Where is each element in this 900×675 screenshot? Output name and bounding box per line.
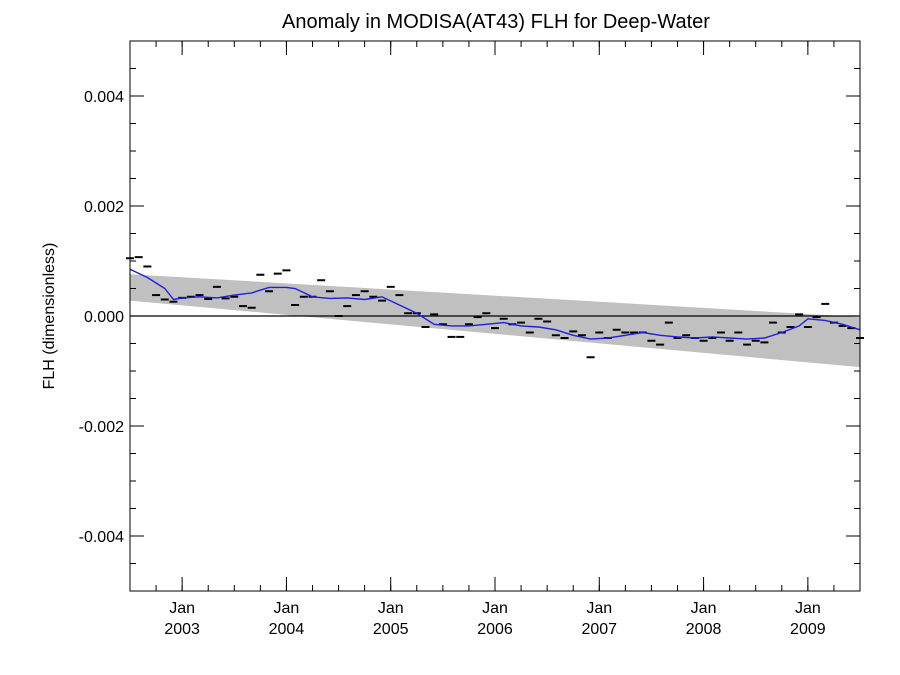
x-tick-month: Jan xyxy=(795,600,821,617)
x-tick-month: Jan xyxy=(691,600,717,617)
x-tick-year: 2008 xyxy=(686,621,722,638)
x-tick-month: Jan xyxy=(378,600,404,617)
x-tick-month: Jan xyxy=(586,600,612,617)
x-tick-year: 2006 xyxy=(477,621,513,638)
x-tick-year: 2007 xyxy=(581,621,617,638)
x-tick-year: 2003 xyxy=(164,621,200,638)
plot-area: -0.004 -0.002 0.000 0.002 0.004 Jan 2003 Jan 200… xyxy=(79,40,864,638)
x-tick-year: 2004 xyxy=(269,621,305,638)
y-tick-label: 0.000 xyxy=(84,309,124,326)
x-tick-month: Jan xyxy=(169,600,195,617)
y-axis-label: FLH (dimensionless) xyxy=(41,243,58,390)
y-tick-label: 0.004 xyxy=(84,89,124,106)
y-tick-label: 0.002 xyxy=(84,199,124,216)
y-tick-label: -0.002 xyxy=(79,419,124,436)
running-mean-line xyxy=(129,268,861,340)
x-tick-year: 2009 xyxy=(790,621,826,638)
y-tick-label: -0.004 xyxy=(79,529,124,546)
x-tick-month: Jan xyxy=(274,600,300,617)
x-tick-year: 2005 xyxy=(373,621,409,638)
chart-title: Anomaly in MODISA(AT43) FLH for Deep-Wat… xyxy=(282,11,710,33)
x-tick-month: Jan xyxy=(482,600,508,617)
confidence-band xyxy=(130,274,860,368)
